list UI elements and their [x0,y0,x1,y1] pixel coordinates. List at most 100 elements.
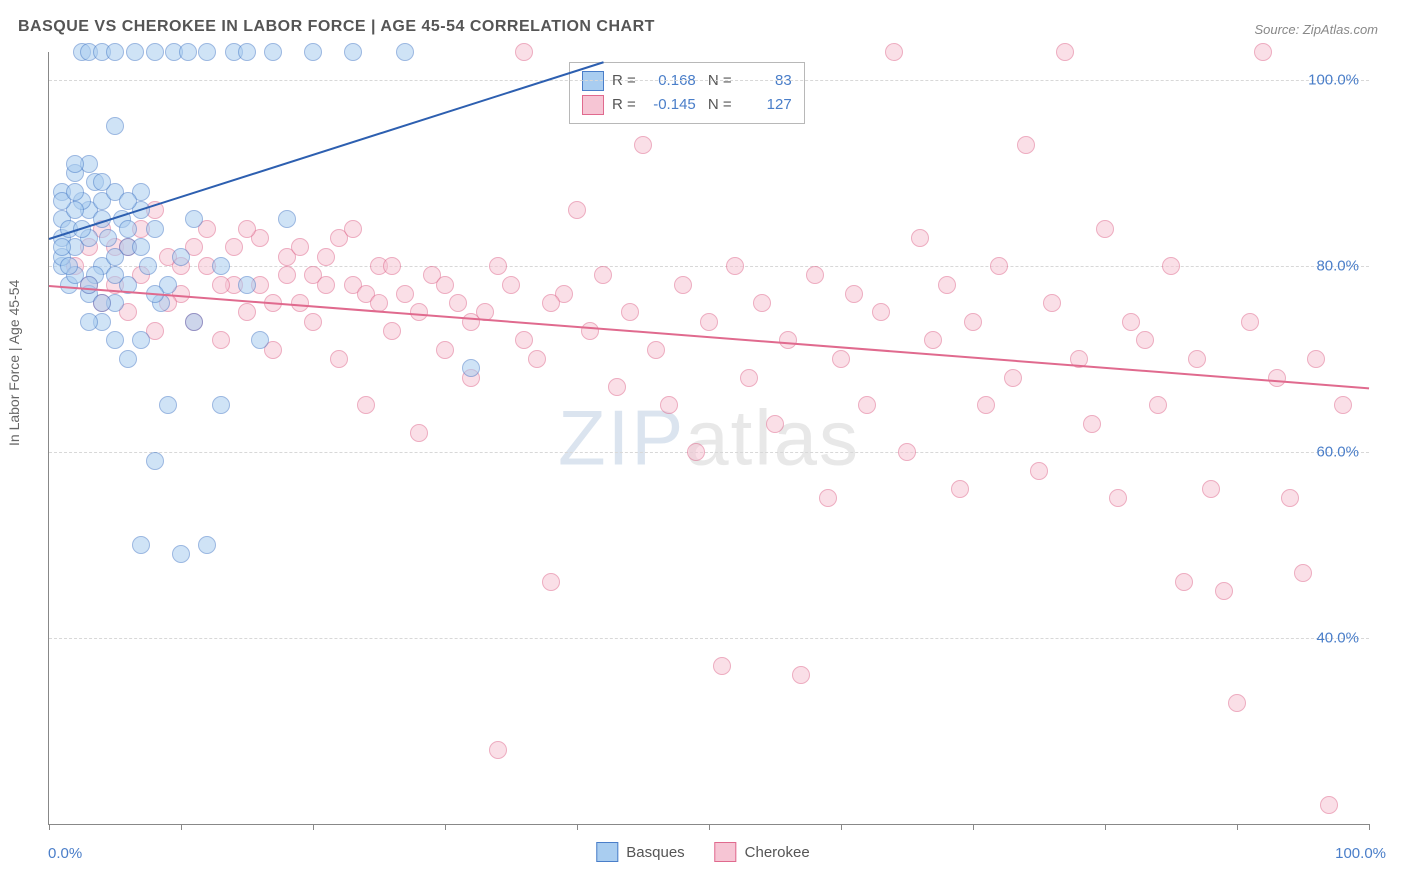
data-point [1122,313,1140,331]
data-point [489,257,507,275]
data-point [436,341,454,359]
data-point [502,276,520,294]
gridline [49,452,1369,453]
data-point [1215,582,1233,600]
x-tick [445,824,446,830]
legend-item-basques: Basques [596,842,684,862]
data-point [344,43,362,61]
data-point [462,313,480,331]
data-point [753,294,771,312]
data-point [515,43,533,61]
data-point [99,229,117,247]
r-value-basques: 0.168 [644,69,696,93]
x-tick [313,824,314,830]
data-point [238,276,256,294]
data-point [542,294,560,312]
data-point [80,313,98,331]
data-point [1083,415,1101,433]
data-point [119,220,137,238]
data-point [132,238,150,256]
data-point [885,43,903,61]
gridline [49,638,1369,639]
data-point [1096,220,1114,238]
x-axis-max-label: 100.0% [1335,845,1386,862]
trend-line [49,285,1369,389]
data-point [528,350,546,368]
x-tick [1105,824,1106,830]
trend-line [49,61,604,240]
data-point [964,313,982,331]
data-point [951,480,969,498]
data-point [845,285,863,303]
stats-row-basques: R = 0.168 N = 83 [582,69,792,93]
data-point [819,489,837,507]
data-point [674,276,692,294]
data-point [858,396,876,414]
legend-label-basques: Basques [626,844,684,861]
data-point [139,257,157,275]
data-point [53,238,71,256]
legend-item-cherokee: Cherokee [715,842,810,862]
series-legend: Basques Cherokee [596,842,809,862]
data-point [621,303,639,321]
data-point [212,331,230,349]
x-tick [49,824,50,830]
data-point [126,43,144,61]
watermark-brand-b: atlas [685,394,860,482]
data-point [647,341,665,359]
data-point [106,117,124,135]
plot-area: ZIPatlas R = 0.168 N = 83 R = -0.145 N =… [48,52,1369,825]
data-point [330,350,348,368]
data-point [1109,489,1127,507]
x-tick [577,824,578,830]
data-point [1241,313,1259,331]
data-point [251,331,269,349]
data-point [1202,480,1220,498]
data-point [542,573,560,591]
data-point [212,257,230,275]
chart-container: BASQUE VS CHEROKEE IN LABOR FORCE | AGE … [0,0,1406,892]
data-point [106,266,124,284]
data-point [1149,396,1167,414]
n-value-basques: 83 [740,69,792,93]
data-point [1056,43,1074,61]
data-point [1320,796,1338,814]
data-point [713,657,731,675]
data-point [132,536,150,554]
y-tick-label: 40.0% [1316,629,1359,646]
data-point [568,201,586,219]
data-point [1136,331,1154,349]
data-point [93,173,111,191]
stats-legend: R = 0.168 N = 83 R = -0.145 N = 127 [569,62,805,124]
data-point [396,43,414,61]
data-point [357,396,375,414]
data-point [634,136,652,154]
x-tick [1237,824,1238,830]
y-tick-label: 100.0% [1308,71,1359,88]
data-point [159,396,177,414]
data-point [396,285,414,303]
data-point [660,396,678,414]
data-point [66,183,84,201]
legend-swatch-basques [596,842,618,862]
data-point [700,313,718,331]
data-point [146,452,164,470]
data-point [1175,573,1193,591]
data-point [317,248,335,266]
data-point [1162,257,1180,275]
data-point [990,257,1008,275]
data-point [1017,136,1035,154]
data-point [924,331,942,349]
data-point [1228,694,1246,712]
n-label: N = [704,69,732,93]
data-point [687,443,705,461]
data-point [1281,489,1299,507]
data-point [146,43,164,61]
data-point [977,396,995,414]
legend-label-cherokee: Cherokee [745,844,810,861]
data-point [278,266,296,284]
data-point [1334,396,1352,414]
data-point [106,43,124,61]
data-point [106,248,124,266]
data-point [80,276,98,294]
